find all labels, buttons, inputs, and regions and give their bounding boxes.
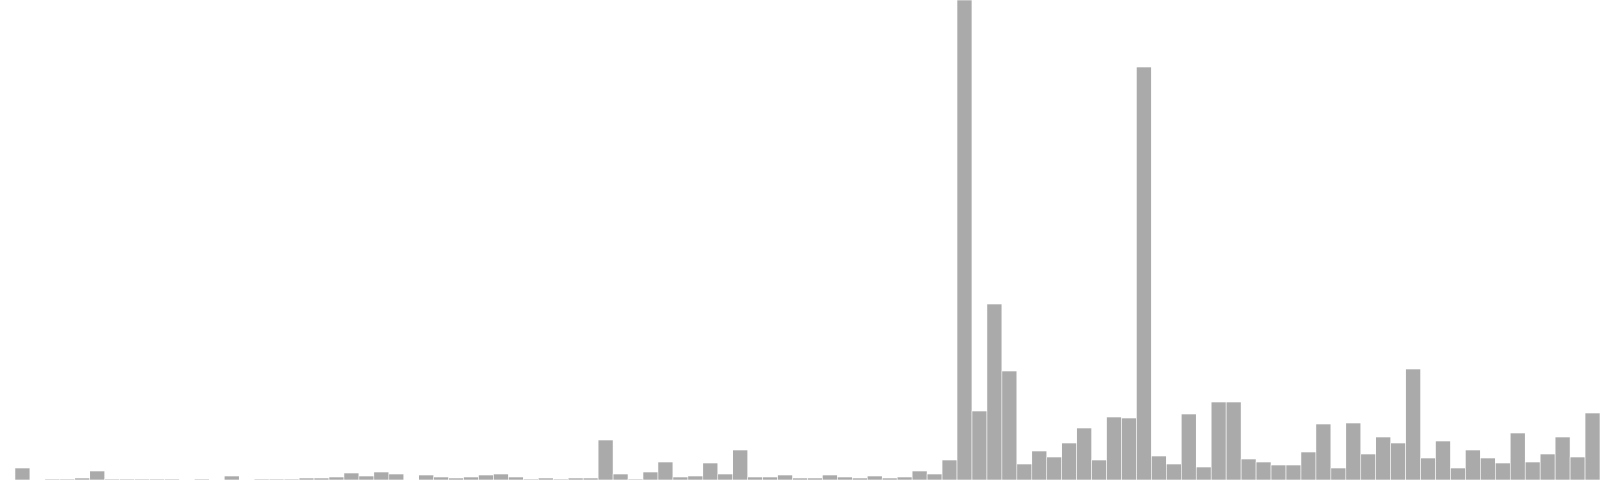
bar-61 — [911, 470, 928, 480]
bar-43 — [642, 471, 659, 480]
bar-40 — [597, 439, 614, 480]
bar-95 — [1420, 457, 1436, 480]
bar-104 — [1554, 436, 1571, 480]
bar-99 — [1480, 457, 1496, 480]
bar-85 — [1270, 464, 1287, 480]
bar-64 — [956, 0, 973, 480]
bar-52 — [777, 474, 793, 480]
bar-77 — [1151, 455, 1167, 480]
bar-97 — [1450, 467, 1466, 480]
bar-67 — [1001, 370, 1018, 480]
bar-55 — [822, 474, 838, 480]
bar-96 — [1435, 440, 1451, 480]
bar-88 — [1315, 423, 1332, 480]
bar-63 — [941, 459, 958, 480]
bar-74 — [1106, 416, 1122, 480]
bar-6 — [89, 470, 105, 480]
bar-102 — [1524, 461, 1541, 480]
bar-82 — [1225, 401, 1242, 480]
bar-24 — [358, 475, 375, 480]
bar-48 — [717, 473, 734, 480]
bar-1 — [14, 467, 31, 480]
bar-94 — [1405, 368, 1421, 480]
bar-84 — [1255, 461, 1272, 480]
bar-106 — [1584, 412, 1600, 480]
bar-68 — [1016, 463, 1033, 480]
bar-79 — [1181, 413, 1197, 480]
bar-65 — [971, 410, 988, 480]
bar-66 — [986, 303, 1003, 480]
bar-100 — [1495, 462, 1511, 480]
bar-32 — [478, 474, 494, 480]
bar-81 — [1210, 401, 1227, 480]
bar-89 — [1330, 467, 1347, 480]
bar-46 — [687, 475, 704, 480]
bar-28 — [418, 474, 434, 480]
bar-33 — [493, 473, 509, 480]
bar-92 — [1375, 436, 1391, 480]
bar-101 — [1509, 432, 1526, 480]
bar-71 — [1061, 442, 1077, 480]
bar-103 — [1539, 453, 1556, 480]
bar-91 — [1360, 453, 1376, 480]
bar-23 — [343, 472, 360, 480]
bar-70 — [1046, 456, 1062, 480]
bar-93 — [1390, 442, 1406, 480]
bar-44 — [657, 461, 674, 480]
bar-41 — [612, 473, 629, 480]
bar-49 — [732, 449, 748, 480]
bar-73 — [1091, 459, 1107, 480]
bar-15 — [224, 475, 240, 480]
bar-86 — [1285, 464, 1302, 480]
bar-76 — [1136, 66, 1152, 480]
bar-80 — [1195, 466, 1212, 480]
bar-69 — [1031, 450, 1048, 480]
bar-83 — [1240, 458, 1257, 480]
bar-25 — [373, 471, 390, 480]
bar-62 — [926, 473, 943, 480]
bar-34 — [508, 476, 524, 480]
bar-87 — [1300, 451, 1317, 480]
bar-98 — [1465, 449, 1481, 480]
bar-26 — [388, 473, 405, 480]
bar-72 — [1076, 427, 1092, 480]
bar-series — [14, 0, 1600, 480]
bar-90 — [1345, 422, 1362, 480]
bar-75 — [1121, 417, 1137, 480]
bar-105 — [1569, 456, 1586, 480]
bar-78 — [1166, 463, 1182, 480]
bar-47 — [702, 462, 719, 480]
bar-58 — [866, 475, 883, 480]
